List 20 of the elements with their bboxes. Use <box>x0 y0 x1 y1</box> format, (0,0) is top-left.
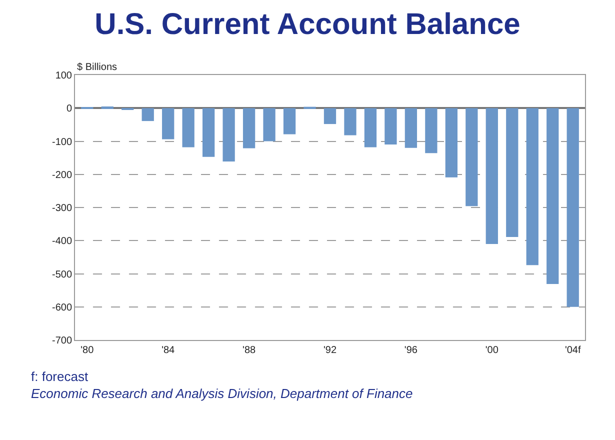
x-tick-label: '96 <box>404 345 418 356</box>
y-tick-label: -600 <box>52 302 72 314</box>
y-tick-label: -500 <box>52 269 72 280</box>
x-tick-label: '92 <box>323 345 337 356</box>
x-tick-label: '04f <box>564 345 581 356</box>
y-tick-label: 0 <box>66 104 72 115</box>
y-tick-label: 100 <box>55 70 72 82</box>
text: f: forecast <box>31 369 88 384</box>
y-tick-label: -300 <box>52 203 72 214</box>
y-tick-label: -400 <box>52 236 72 248</box>
y-axis-title: $ Billions <box>77 62 118 73</box>
chart-title: U.S. Current Account Balance <box>94 8 520 42</box>
x-tick-label: '88 <box>242 345 256 356</box>
y-tick-label: -100 <box>52 136 72 148</box>
y-tick-label: -200 <box>52 170 72 181</box>
y-tick-label: -700 <box>52 336 72 346</box>
x-tick-label: '84 <box>162 345 176 356</box>
text: Economic Research and Analysis Division, Department of Finance <box>31 386 413 401</box>
x-tick-label: '00 <box>485 345 499 356</box>
x-tick-label: '80 <box>80 345 94 356</box>
